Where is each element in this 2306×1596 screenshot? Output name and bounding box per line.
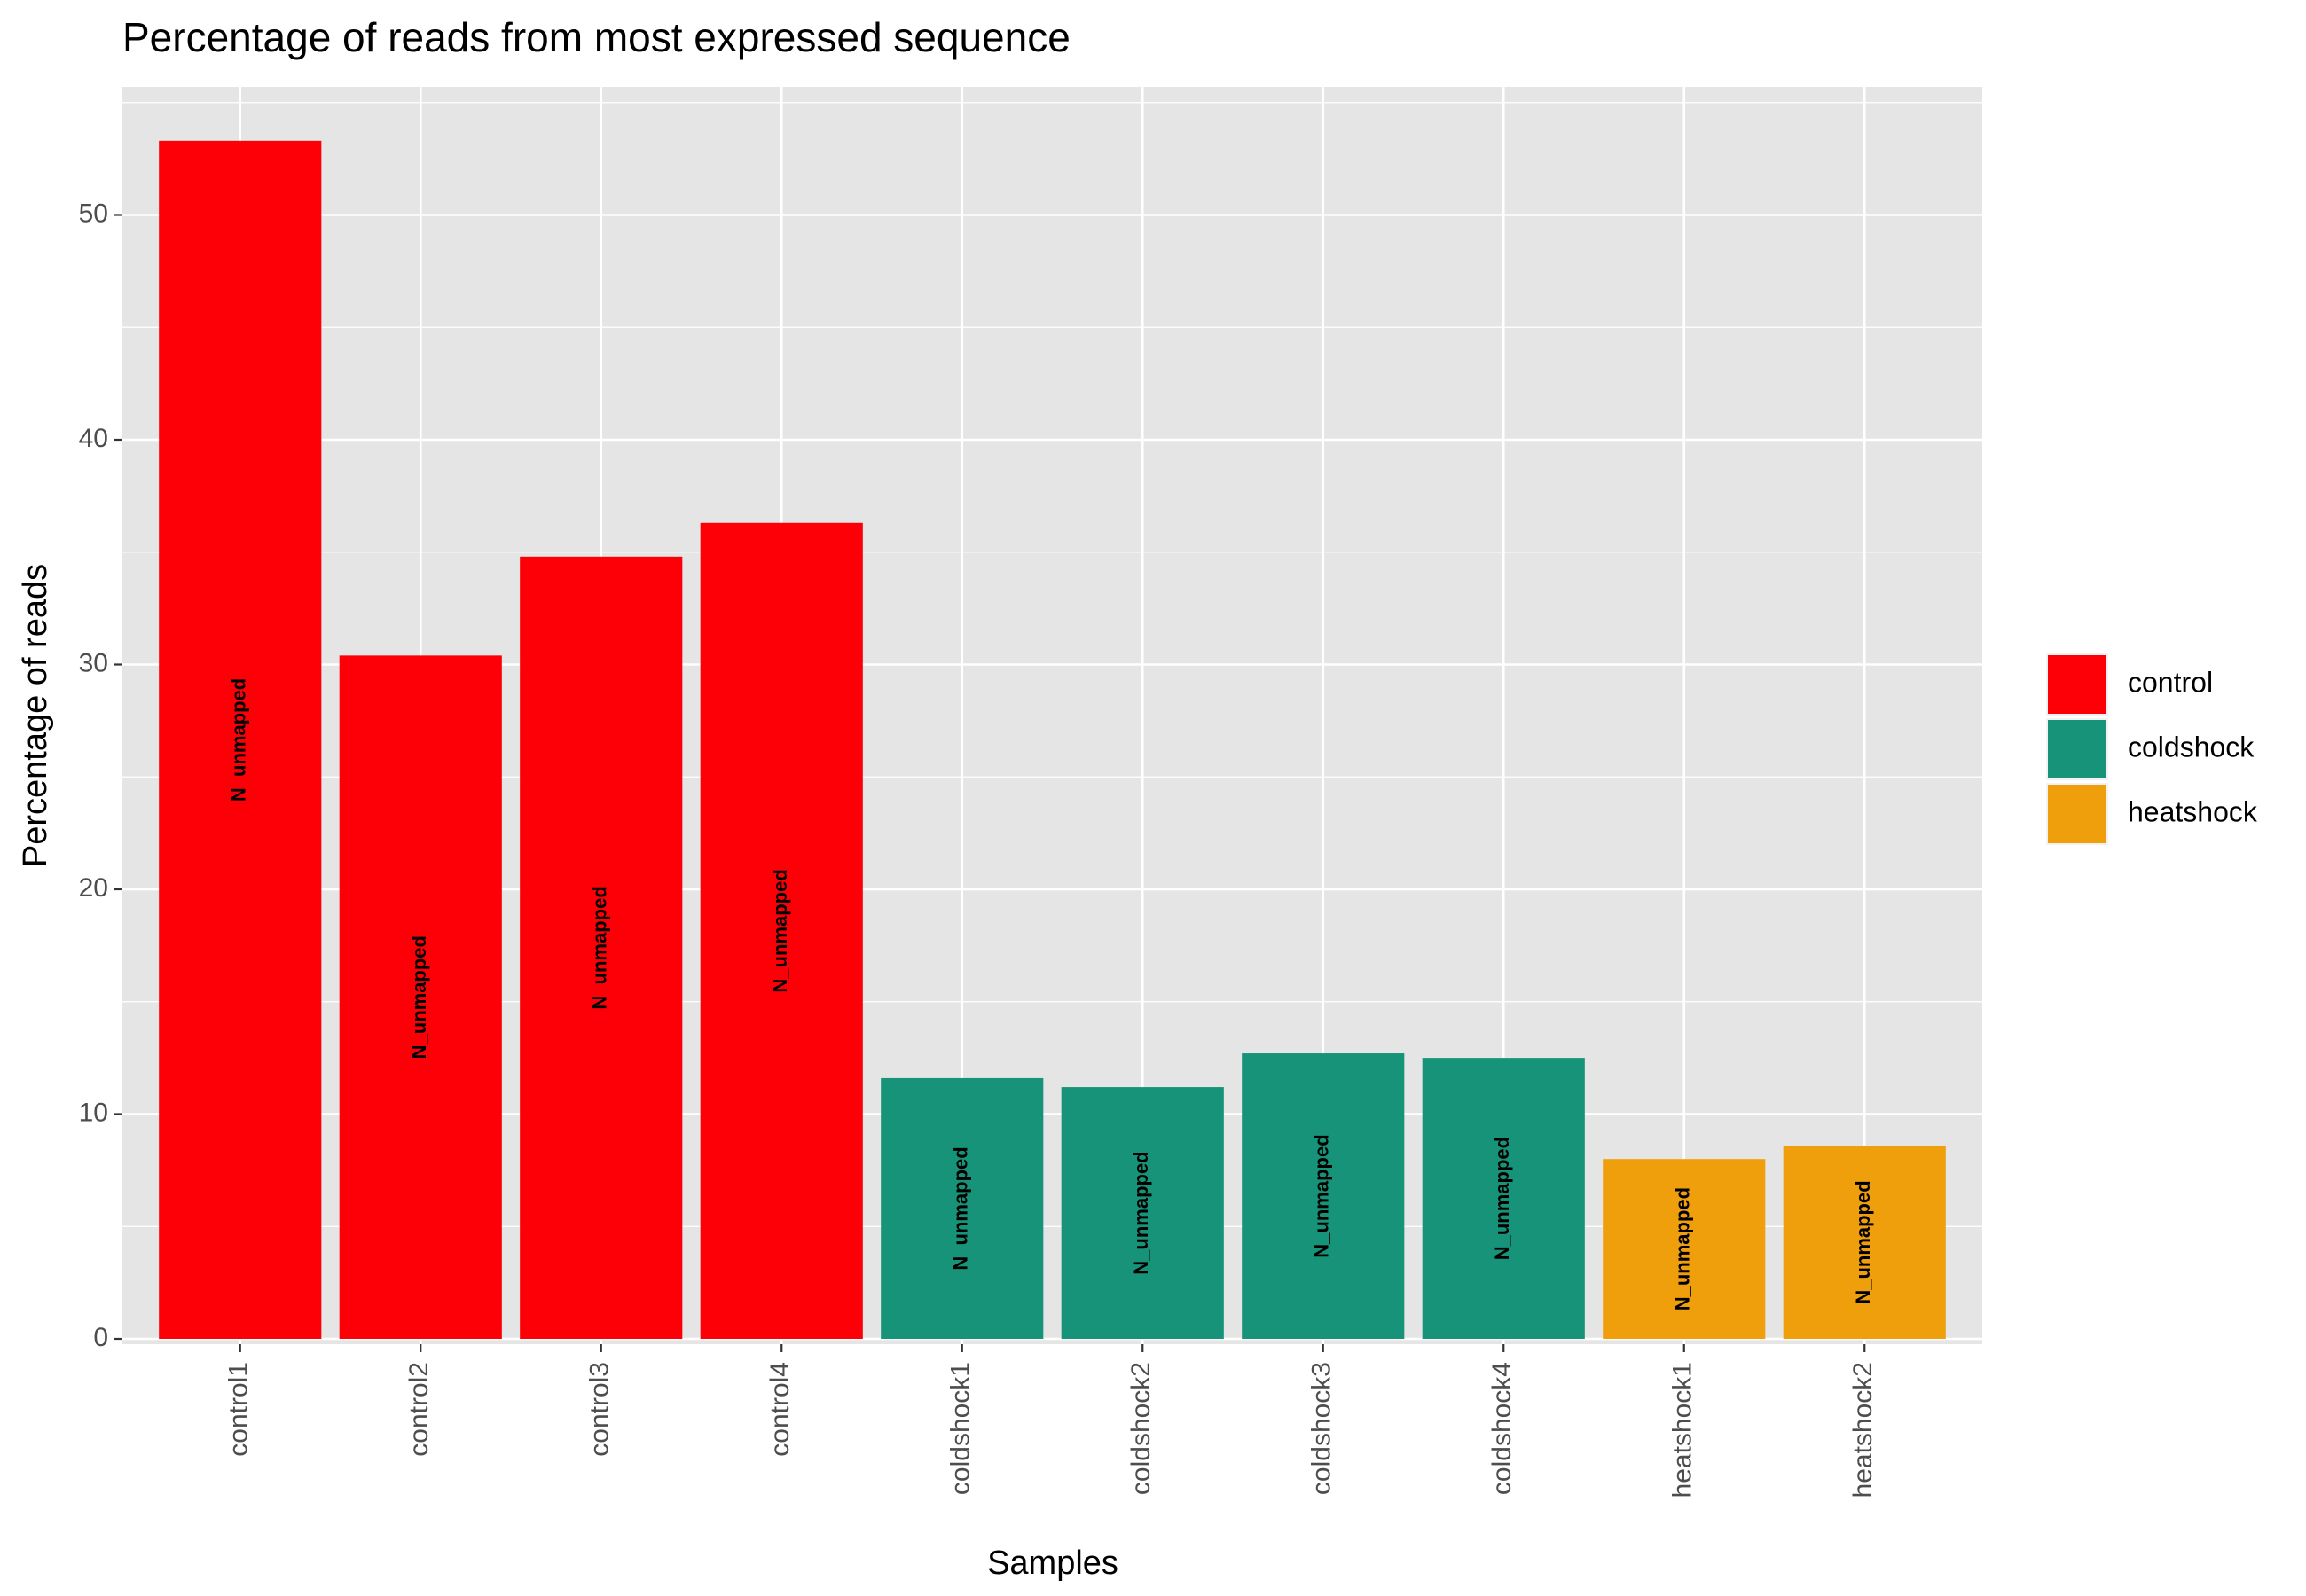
legend: control coldshock heatshock — [2046, 653, 2258, 845]
bar-label-coldshock3: N_unmapped — [1311, 1134, 1333, 1257]
x-axis: control1 control2 control3 control4 coldshoc… — [224, 1344, 1878, 1498]
legend-swatch-coldshock — [2048, 720, 2106, 778]
x-tick-label-control2: control2 — [404, 1362, 434, 1457]
bar-control2 — [339, 655, 502, 1339]
x-tick-label-control1: control1 — [224, 1362, 254, 1457]
bar-control3 — [520, 556, 683, 1339]
legend-label-heatshock: heatshock — [2128, 795, 2258, 827]
x-tick-label-coldshock3: coldshock3 — [1307, 1362, 1337, 1495]
bar-coldshock2 — [1061, 1087, 1224, 1339]
bar-labels: N_unmapped N_unmapped N_unmapped N_unmapped… — [228, 678, 1875, 1311]
bar-label-heatshock2: N_unmapped — [1852, 1180, 1874, 1303]
y-tick-label: 0 — [93, 1323, 108, 1352]
bar-coldshock4 — [1422, 1058, 1585, 1339]
legend-label-control: control — [2128, 666, 2213, 698]
bar-label-coldshock2: N_unmapped — [1130, 1151, 1152, 1274]
x-tick-label-control3: control3 — [585, 1362, 615, 1457]
chart-title: Percentage of reads from most expressed … — [122, 14, 1071, 60]
x-tick-label-coldshock2: coldshock2 — [1126, 1362, 1156, 1495]
y-tick-label: 50 — [79, 199, 108, 228]
bar-control1 — [159, 140, 322, 1339]
x-tick-label-control4: control4 — [765, 1362, 795, 1457]
bar-label-coldshock1: N_unmapped — [950, 1146, 972, 1270]
y-tick-label: 30 — [79, 648, 108, 677]
bar-heatshock1 — [1603, 1159, 1766, 1339]
x-axis-title: Samples — [987, 1545, 1118, 1582]
bar-label-coldshock4: N_unmapped — [1491, 1137, 1513, 1260]
bar-label-control1: N_unmapped — [228, 678, 250, 802]
bar-label-control4: N_unmapped — [769, 869, 791, 992]
bar-coldshock3 — [1242, 1053, 1405, 1339]
x-tick-label-coldshock4: coldshock4 — [1487, 1362, 1517, 1495]
bar-label-control2: N_unmapped — [408, 935, 430, 1059]
bar-coldshock1 — [881, 1077, 1044, 1339]
bar-heatshock2 — [1783, 1145, 1946, 1339]
x-tick-label-heatshock2: heatshock2 — [1848, 1362, 1878, 1498]
x-tick-label-coldshock1: coldshock1 — [946, 1362, 976, 1495]
y-tick-label: 10 — [79, 1098, 108, 1127]
legend-swatch-control — [2048, 655, 2106, 714]
y-tick-label: 40 — [79, 424, 108, 453]
y-axis-title: Percentage of reads — [17, 564, 54, 867]
bars — [159, 140, 1946, 1339]
bar-control4 — [700, 522, 863, 1339]
bar-label-control3: N_unmapped — [589, 886, 611, 1009]
x-tick-label-heatshock1: heatshock1 — [1668, 1362, 1698, 1498]
legend-swatch-heatshock — [2048, 785, 2106, 843]
y-tick-label: 20 — [79, 873, 108, 903]
bar-label-heatshock1: N_unmapped — [1672, 1187, 1694, 1310]
legend-label-coldshock: coldshock — [2128, 731, 2255, 763]
y-axis: 0 10 20 30 40 50 — [79, 199, 122, 1352]
